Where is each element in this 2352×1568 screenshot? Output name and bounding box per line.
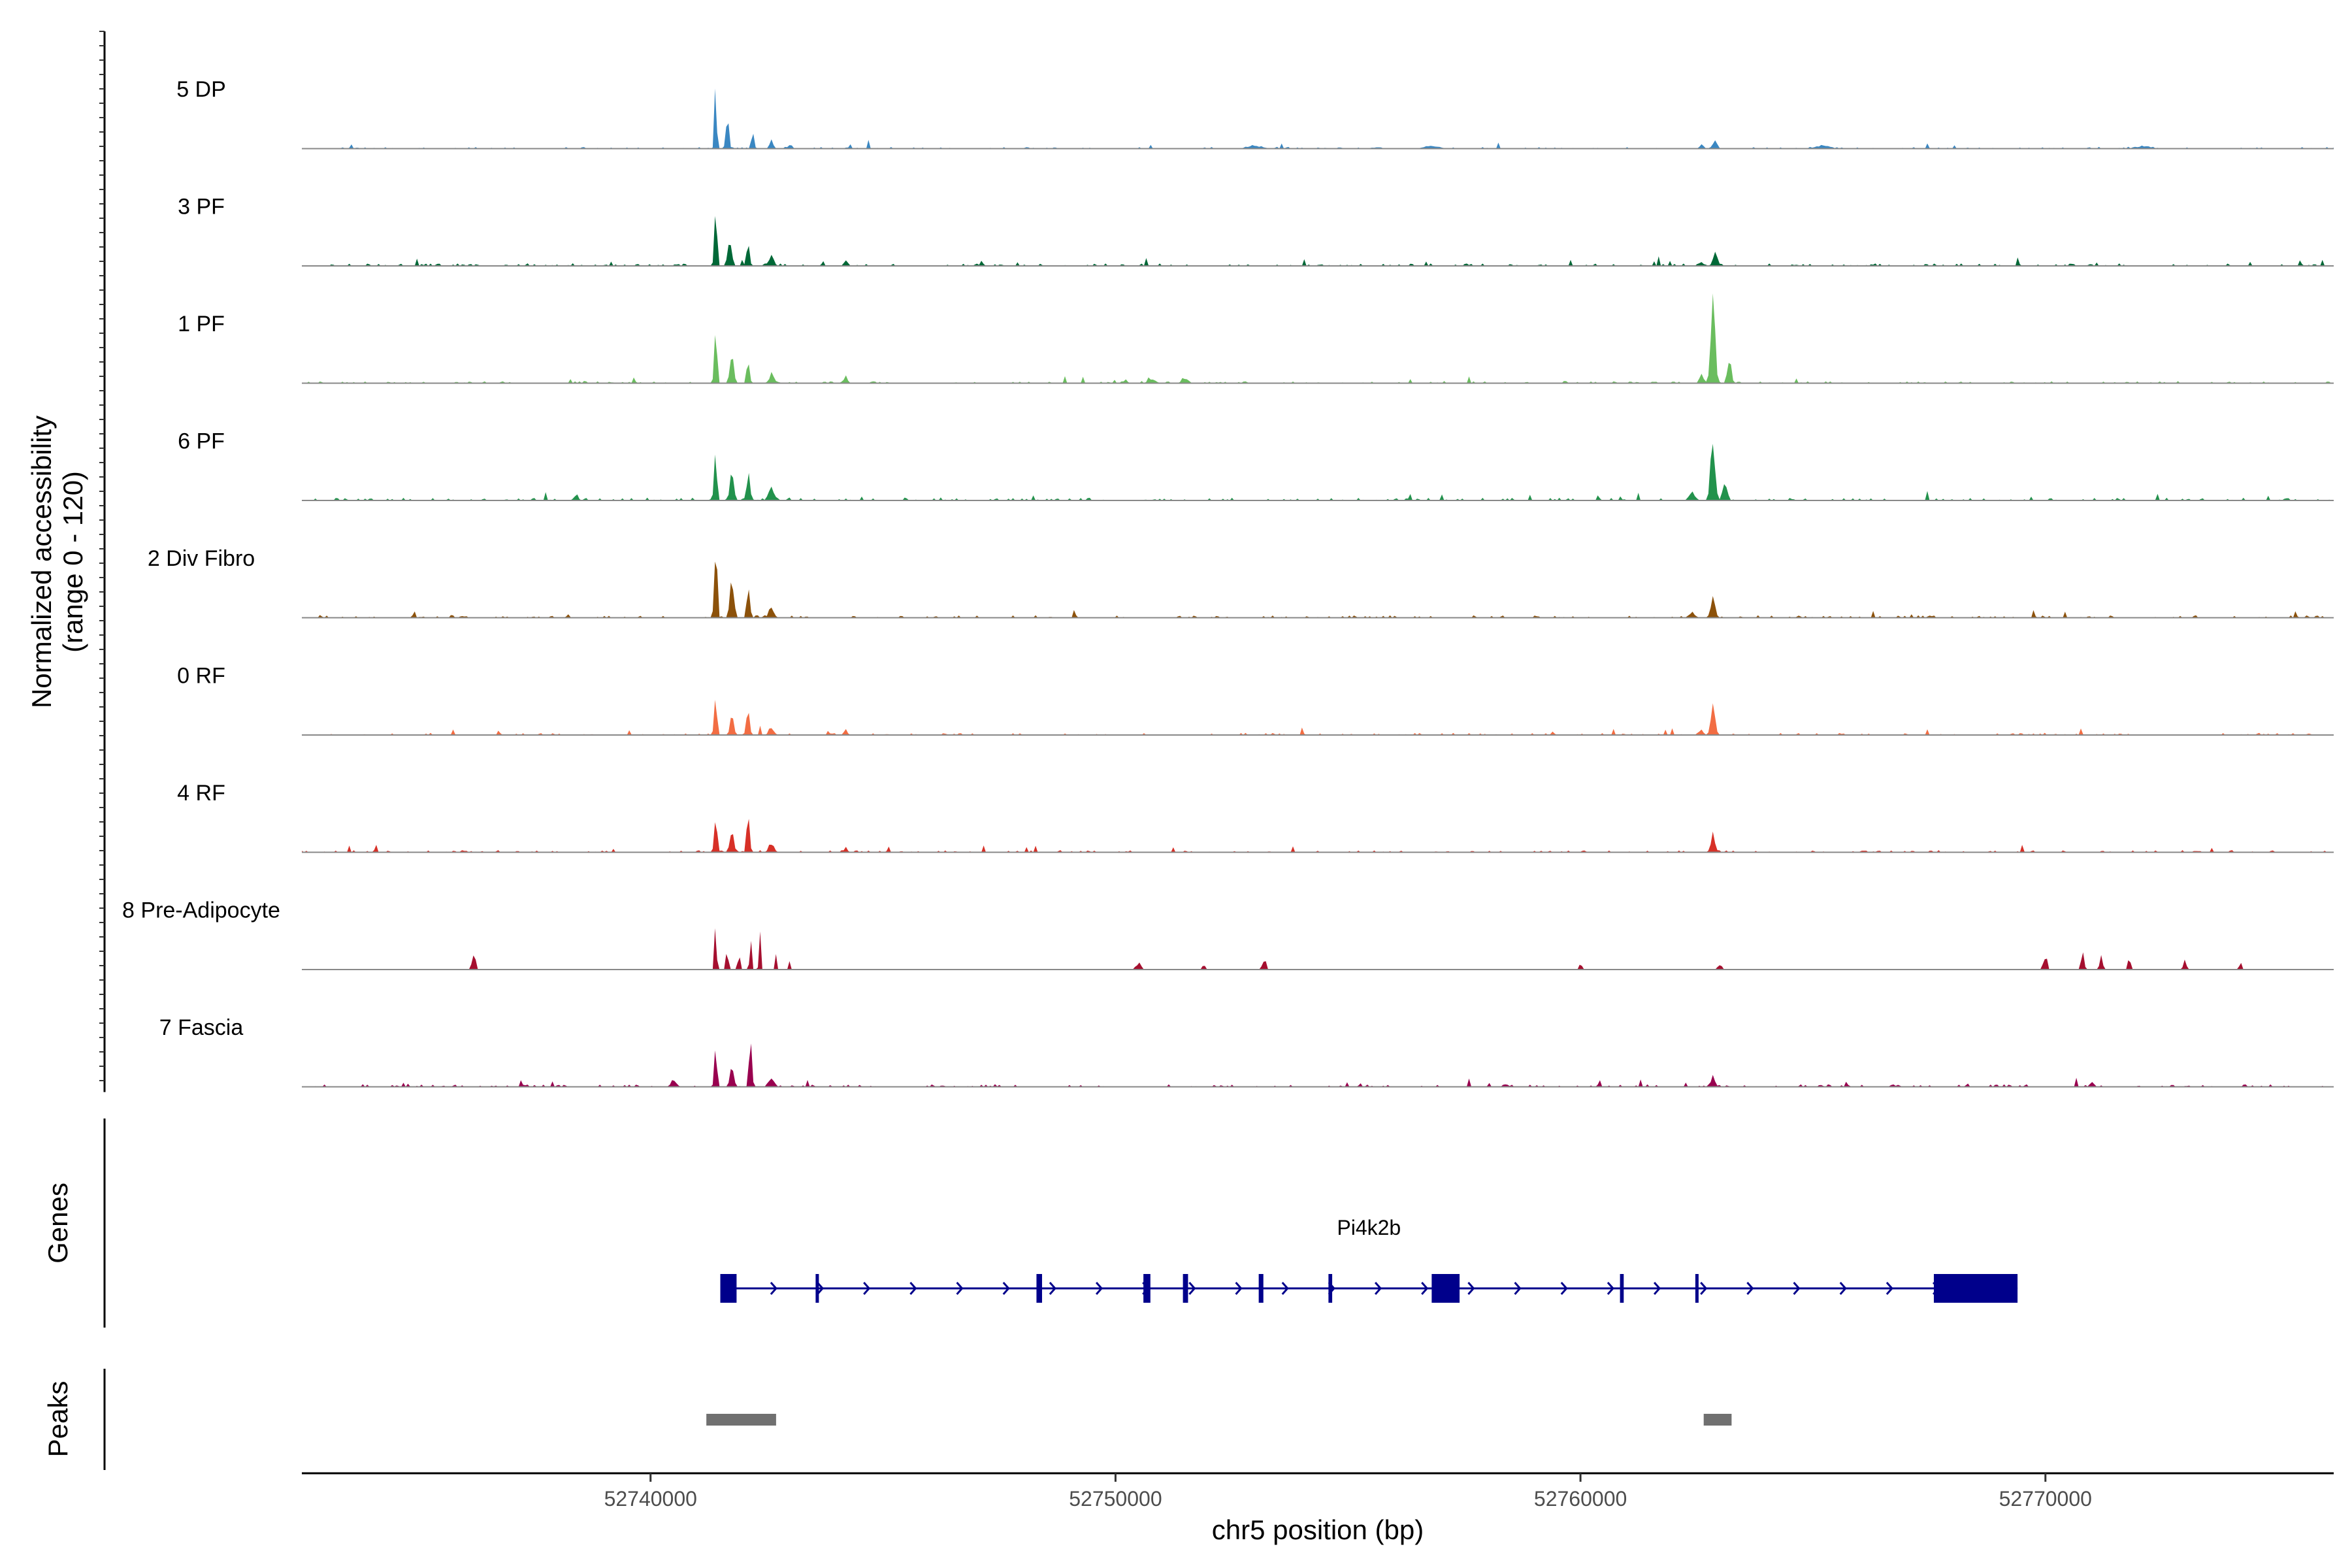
peak-region	[706, 1414, 776, 1426]
strand-arrow	[1653, 1282, 1661, 1295]
track-1: 5 DP	[176, 77, 2334, 150]
track-label: 6 PF	[178, 429, 225, 454]
coverage-area	[302, 928, 2334, 970]
strand-arrow	[816, 1282, 825, 1295]
track-6: 0 RF	[177, 664, 2334, 736]
gene-exon	[815, 1274, 819, 1303]
strand-arrow	[909, 1282, 917, 1295]
genes-panel-label: Genes	[42, 1183, 73, 1264]
track-label: 2 Div Fibro	[148, 546, 255, 571]
track-3: 1 PF	[178, 293, 2334, 384]
gene-exon	[1695, 1274, 1699, 1303]
coverage-area	[302, 88, 2334, 149]
strand-arrow	[1235, 1282, 1243, 1295]
x-tick-label: 52740000	[604, 1487, 697, 1511]
strand-arrow	[1374, 1282, 1382, 1295]
track-8: 8 Pre-Adipocyte	[122, 898, 2334, 970]
gene-exon	[1258, 1274, 1264, 1303]
track-7: 4 RF	[177, 781, 2334, 853]
track-9: 7 Fascia	[159, 1015, 2334, 1088]
coverage-area	[302, 444, 2334, 500]
strand-arrow	[1607, 1282, 1614, 1295]
strand-arrow	[1514, 1282, 1522, 1295]
y-axis-title-line1: Normalized accessibility	[26, 416, 57, 708]
gene-exon	[720, 1274, 737, 1303]
accessibility-y-axis	[99, 31, 106, 1092]
coverage-tracks: 5 DP 3 PF 1 PF 6 PF 2 Div Fibro 0 RF 4 RF 8 Pre…	[122, 77, 2334, 1088]
coverage-area	[302, 700, 2334, 735]
strand-arrow	[1049, 1282, 1056, 1295]
coverage-area	[302, 216, 2334, 266]
gene-exon	[1620, 1274, 1624, 1303]
track-label: 7 Fascia	[159, 1015, 244, 1040]
x-tick-label: 52760000	[1534, 1487, 1627, 1511]
strand-arrow	[1188, 1282, 1196, 1295]
strand-arrow	[1421, 1282, 1429, 1295]
track-2: 3 PF	[178, 195, 2334, 267]
strand-arrow	[1793, 1282, 1801, 1295]
x-tick-label: 52750000	[1069, 1487, 1162, 1511]
gene-exon	[1036, 1274, 1042, 1303]
gene-exon	[1183, 1274, 1188, 1303]
x-axis-title: chr5 position (bp)	[1212, 1514, 1424, 1545]
track-5: 2 Div Fibro	[148, 546, 2334, 619]
x-tick-label: 52770000	[1999, 1487, 2092, 1511]
strand-arrow	[770, 1282, 777, 1295]
gene-annotation	[720, 1274, 2018, 1303]
gene-exon	[1933, 1274, 2018, 1303]
strand-arrow	[1700, 1282, 1708, 1295]
strand-arrow	[1746, 1282, 1754, 1295]
track-label: 1 PF	[178, 312, 225, 336]
coverage-area	[302, 561, 2334, 618]
strand-arrow	[1467, 1282, 1475, 1295]
strand-arrow	[1560, 1282, 1568, 1295]
coverage-area	[302, 819, 2334, 853]
y-axis-title-line2: (range 0 - 120)	[57, 471, 88, 653]
strand-arrow	[956, 1282, 964, 1295]
gene-exon	[1328, 1274, 1333, 1303]
coverage-area	[302, 293, 2334, 384]
gene-name-label: Pi4k2b	[1337, 1216, 1401, 1239]
strand-arrow	[863, 1282, 871, 1295]
track-label: 0 RF	[177, 664, 225, 689]
peaks-panel-label: Peaks	[42, 1381, 73, 1458]
strand-arrow	[1839, 1282, 1847, 1295]
strand-arrow	[1281, 1282, 1289, 1295]
strand-arrow	[1002, 1282, 1010, 1295]
position-x-axis: 52740000 52750000 52760000 52770000	[302, 1472, 2334, 1511]
gene-exon	[1431, 1274, 1460, 1303]
gene-exon	[1143, 1274, 1151, 1303]
track-4: 6 PF	[178, 429, 2334, 501]
strand-arrow	[1886, 1282, 1893, 1295]
peak-regions	[706, 1414, 1732, 1426]
strand-arrow	[1095, 1282, 1103, 1295]
peak-region	[1703, 1414, 1732, 1426]
track-label: 5 DP	[176, 77, 226, 102]
track-label: 3 PF	[178, 195, 225, 220]
coverage-area	[302, 1043, 2334, 1087]
track-label: 8 Pre-Adipocyte	[122, 898, 280, 923]
track-label: 4 RF	[177, 781, 225, 806]
